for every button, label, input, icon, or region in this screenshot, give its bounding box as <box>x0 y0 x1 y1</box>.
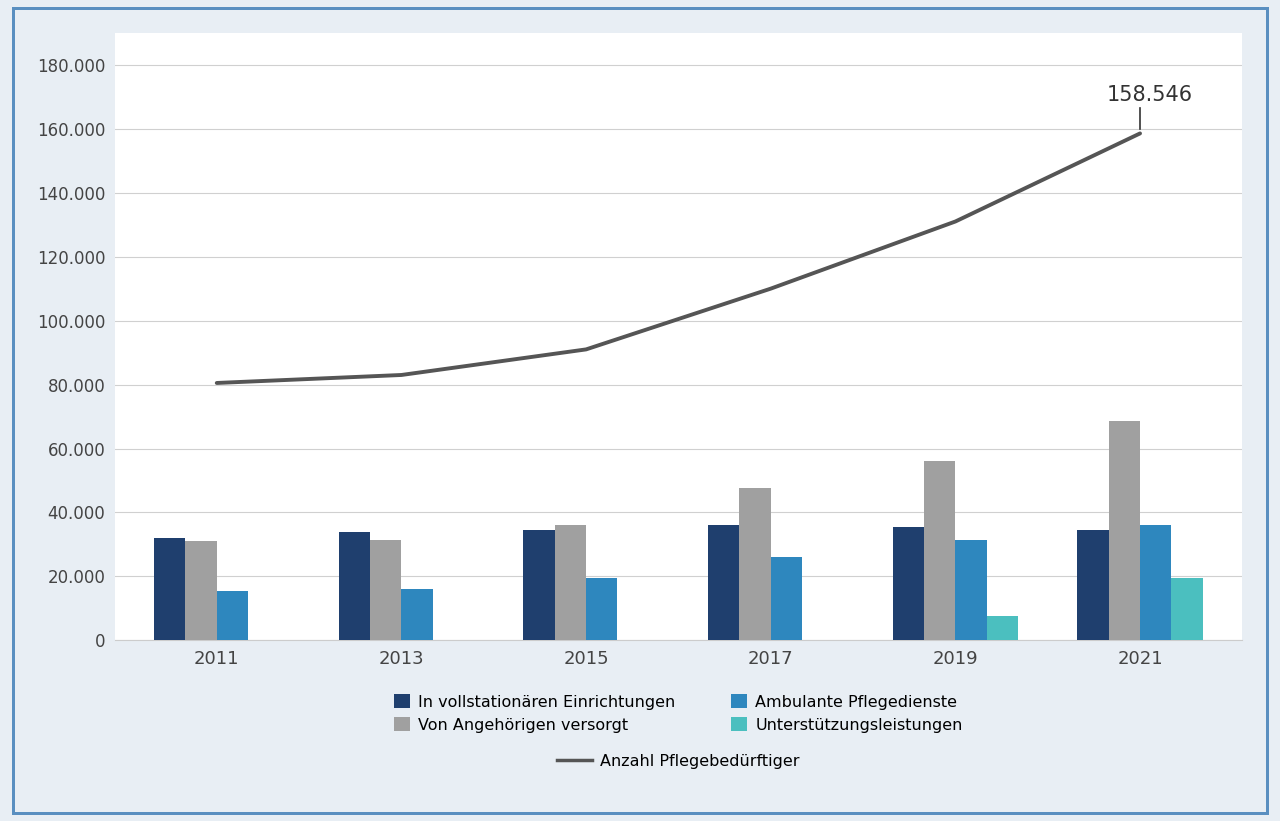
Bar <box>370 539 402 640</box>
Bar <box>1108 421 1140 640</box>
Bar <box>554 525 586 640</box>
Bar <box>339 532 370 640</box>
Bar <box>524 530 554 640</box>
Bar <box>987 617 1018 640</box>
Bar <box>216 591 248 640</box>
Bar <box>708 525 740 640</box>
Bar <box>1140 525 1171 640</box>
Bar <box>586 578 617 640</box>
Bar <box>1078 530 1108 640</box>
Bar <box>924 461 955 640</box>
Bar <box>892 527 924 640</box>
Bar <box>1171 578 1203 640</box>
Bar <box>771 557 803 640</box>
Bar <box>186 541 216 640</box>
Bar <box>740 488 771 640</box>
Bar <box>154 538 186 640</box>
Bar <box>402 589 433 640</box>
Bar <box>955 539 987 640</box>
Text: 158.546: 158.546 <box>1106 85 1193 104</box>
Legend: Anzahl Pflegebedürftiger: Anzahl Pflegebedürftiger <box>557 754 800 769</box>
